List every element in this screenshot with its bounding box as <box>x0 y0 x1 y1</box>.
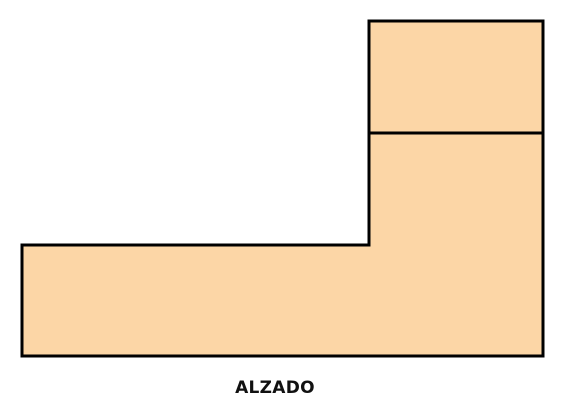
elevation-l-shape-outline <box>20 19 545 358</box>
view-label: ALZADO <box>235 378 315 398</box>
